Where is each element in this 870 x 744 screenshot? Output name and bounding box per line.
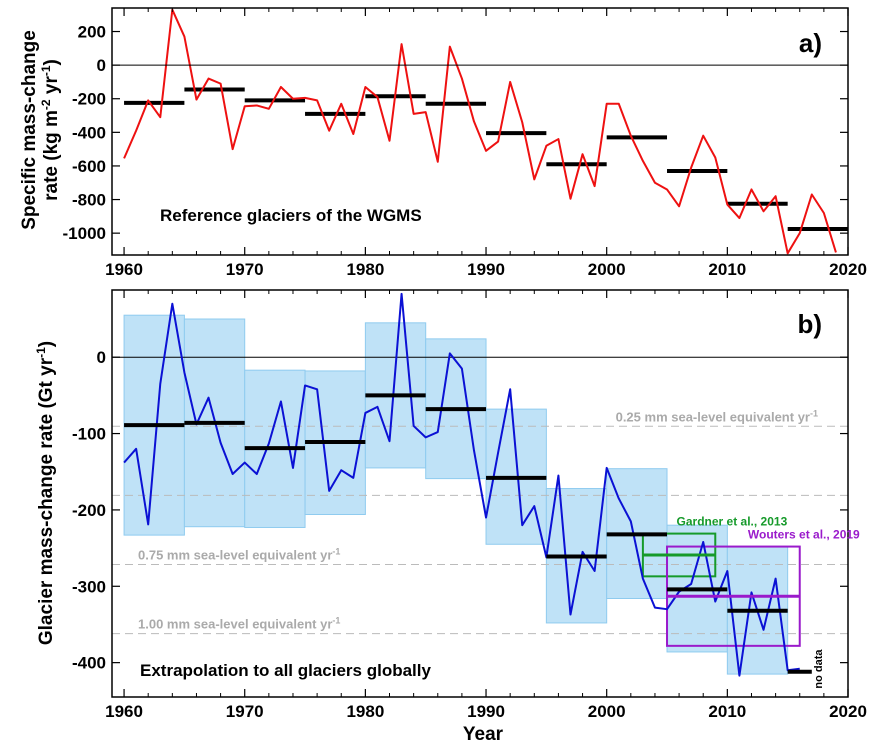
a-x-tick-labels: 1960 1970 1980 1990 2000 2010 2020 bbox=[105, 260, 867, 279]
b-x-tick-labels: 1960 1970 1980 1990 2000 2010 2020 bbox=[105, 702, 867, 721]
a-panel-label: a) bbox=[799, 28, 822, 58]
b-x-tick-label: 1970 bbox=[226, 702, 264, 721]
b-ylabel-end: ) bbox=[36, 341, 57, 347]
a-axis-ticks bbox=[112, 8, 849, 255]
b-x-tick-label: 2020 bbox=[829, 702, 867, 721]
b-x-tick-label: 2010 bbox=[708, 702, 746, 721]
a-x-tick-label: 2020 bbox=[829, 260, 867, 279]
b-ylabel-main: Glacier mass-change rate (Gt yr bbox=[36, 357, 57, 645]
a-x-tick-label: 2000 bbox=[588, 260, 626, 279]
b-y-tick-label: -300 bbox=[72, 577, 106, 596]
panel-a: 2000-200-400-600-800-1000 1960 1970 1980 19… bbox=[19, 7, 867, 279]
b-study-means bbox=[642, 553, 800, 598]
b-y-axis-title: Glacier mass-change rate (Gt yr-1) bbox=[34, 341, 57, 645]
a-x-tick-label: 1990 bbox=[467, 260, 505, 279]
a-plot-frame bbox=[111, 7, 849, 256]
b-y-tick-label: -400 bbox=[72, 654, 106, 673]
b-annual-series bbox=[123, 292, 800, 677]
a-y-axis-title: Specific mass-change rate (kg m-2 yr-1) bbox=[19, 30, 62, 230]
a-x-tick-label: 1970 bbox=[226, 260, 264, 279]
b-y-tick-labels: 0 -100 -200 -300 -400 bbox=[72, 348, 106, 672]
a-annual-series bbox=[123, 8, 837, 255]
b-sea-level-labels: 0.25 mm sea-level equivalent yr-1 0.75 mm… bbox=[138, 408, 818, 631]
b-x-tick-label: 1990 bbox=[467, 702, 505, 721]
a-y-tick-label: 200 bbox=[78, 23, 106, 42]
a-y-tick-label: -800 bbox=[72, 191, 106, 210]
a-ylabel-part1: rate (kg m bbox=[41, 110, 62, 201]
b-x-tick-label: 2000 bbox=[588, 702, 626, 721]
b-x-tick-label: 1960 bbox=[105, 702, 143, 721]
a-ylabel-mid: yr bbox=[41, 76, 62, 100]
a-y-axis-title-line2: rate (kg m-2 yr-1) bbox=[39, 59, 62, 201]
a-ylabel-end: ) bbox=[41, 59, 62, 65]
b-x-tick-label: 1980 bbox=[346, 702, 384, 721]
b-no-data-label: no data bbox=[813, 649, 825, 689]
a-x-tick-label: 1980 bbox=[346, 260, 384, 279]
a-x-tick-label: 2010 bbox=[708, 260, 746, 279]
b-x-axis-title: Year bbox=[463, 724, 504, 744]
a-x-tick-label: 1960 bbox=[105, 260, 143, 279]
a-y-tick-label: -400 bbox=[72, 123, 106, 142]
b-y-tick-label: -100 bbox=[72, 425, 106, 444]
a-y-tick-labels: 200 0 -200 -400 -600 -800 -1000 bbox=[63, 23, 106, 244]
b-sea-level-lines bbox=[112, 425, 848, 635]
a-y-tick-label: -600 bbox=[72, 157, 106, 176]
a-ylabel-sup2: -1 bbox=[39, 65, 53, 76]
a-y-axis-title-line1: Specific mass-change bbox=[19, 30, 40, 230]
b-sea-level-label: 0.75 mm sea-level equivalent yr-1 bbox=[138, 547, 340, 563]
b-sea-level-label: 0.25 mm sea-level equivalent yr-1 bbox=[616, 408, 818, 424]
b-ylabel-sup: -1 bbox=[34, 347, 48, 358]
b-plot-frame bbox=[111, 289, 849, 698]
b-annotation: Extrapolation to all glaciers globally bbox=[140, 661, 432, 680]
a-y-tick-label: -1000 bbox=[63, 224, 106, 243]
panel-b: 0 -100 -200 -300 -400 1960 1970 1980 1990 2000 20… bbox=[34, 289, 867, 744]
b-panel-label: b) bbox=[797, 309, 822, 339]
b-study-label: Wouters et al., 2019 bbox=[748, 528, 860, 542]
b-study-label: Gardner et al., 2013 bbox=[677, 515, 788, 529]
b-sea-level-label: 1.00 mm sea-level equivalent yr-1 bbox=[138, 616, 340, 632]
a-annotation: Reference glaciers of the WGMS bbox=[160, 206, 422, 225]
b-y-tick-label: 0 bbox=[97, 348, 106, 367]
b-pentad-bars bbox=[124, 393, 812, 674]
a-y-tick-label: 0 bbox=[97, 56, 106, 75]
b-y-tick-label: -200 bbox=[72, 501, 106, 520]
b-axis-ticks bbox=[112, 290, 849, 697]
a-ylabel-sup1: -2 bbox=[39, 99, 53, 110]
a-y-tick-label: -200 bbox=[72, 90, 106, 109]
